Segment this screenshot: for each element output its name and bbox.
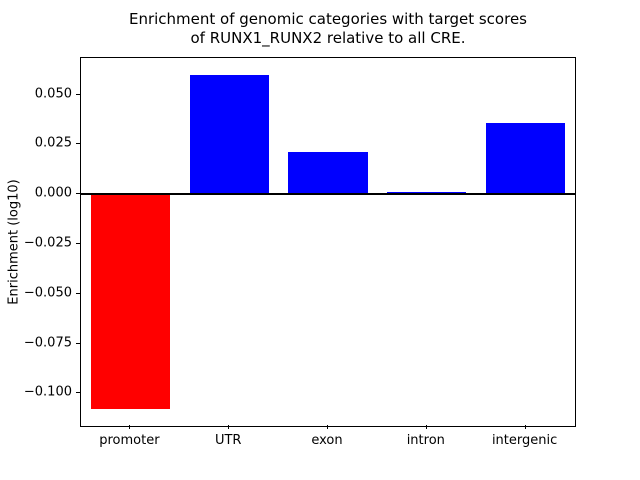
y-tick-mark bbox=[76, 193, 80, 195]
y-tick-mark bbox=[76, 292, 80, 294]
x-tick-mark bbox=[228, 425, 230, 429]
chart-title: Enrichment of genomic categories with ta… bbox=[80, 10, 576, 48]
x-tick-label-intergenic: intergenic bbox=[491, 433, 558, 448]
y-tick-label: −0.025 bbox=[23, 235, 72, 251]
bar-exon bbox=[288, 152, 368, 195]
y-tick-mark bbox=[76, 392, 80, 394]
y-tick-mark bbox=[76, 143, 80, 145]
y-tick-label: −0.075 bbox=[23, 335, 72, 351]
y-tick-label: 0.000 bbox=[34, 185, 72, 201]
chart-title-line-1: Enrichment of genomic categories with ta… bbox=[128, 10, 527, 28]
y-tick-mark bbox=[76, 93, 80, 95]
plot-area bbox=[80, 57, 576, 427]
y-tick-label: −0.100 bbox=[23, 384, 72, 400]
bar-intergenic bbox=[486, 122, 566, 195]
x-tick-label-intron: intron bbox=[406, 433, 445, 448]
x-tick-mark bbox=[524, 425, 526, 429]
x-tick-mark bbox=[129, 425, 131, 429]
bar-UTR bbox=[189, 74, 269, 195]
zero-baseline bbox=[81, 193, 575, 196]
y-tick-mark bbox=[76, 242, 80, 244]
y-tick-label: −0.050 bbox=[23, 285, 72, 301]
x-tick-label-promoter: promoter bbox=[99, 433, 160, 448]
bar-intron bbox=[387, 192, 467, 195]
x-tick-label-exon: exon bbox=[311, 433, 343, 448]
y-tick-label: 0.050 bbox=[34, 86, 72, 102]
x-tick-mark bbox=[425, 425, 427, 429]
x-tick-mark bbox=[327, 425, 328, 429]
y-tick-label: 0.025 bbox=[34, 135, 72, 151]
bar-promoter bbox=[90, 194, 170, 410]
y-tick-mark bbox=[76, 342, 80, 344]
x-tick-label-UTR: UTR bbox=[214, 433, 242, 448]
chart-title-line-2: of RUNX1_RUNX2 relative to all CRE. bbox=[190, 29, 466, 47]
